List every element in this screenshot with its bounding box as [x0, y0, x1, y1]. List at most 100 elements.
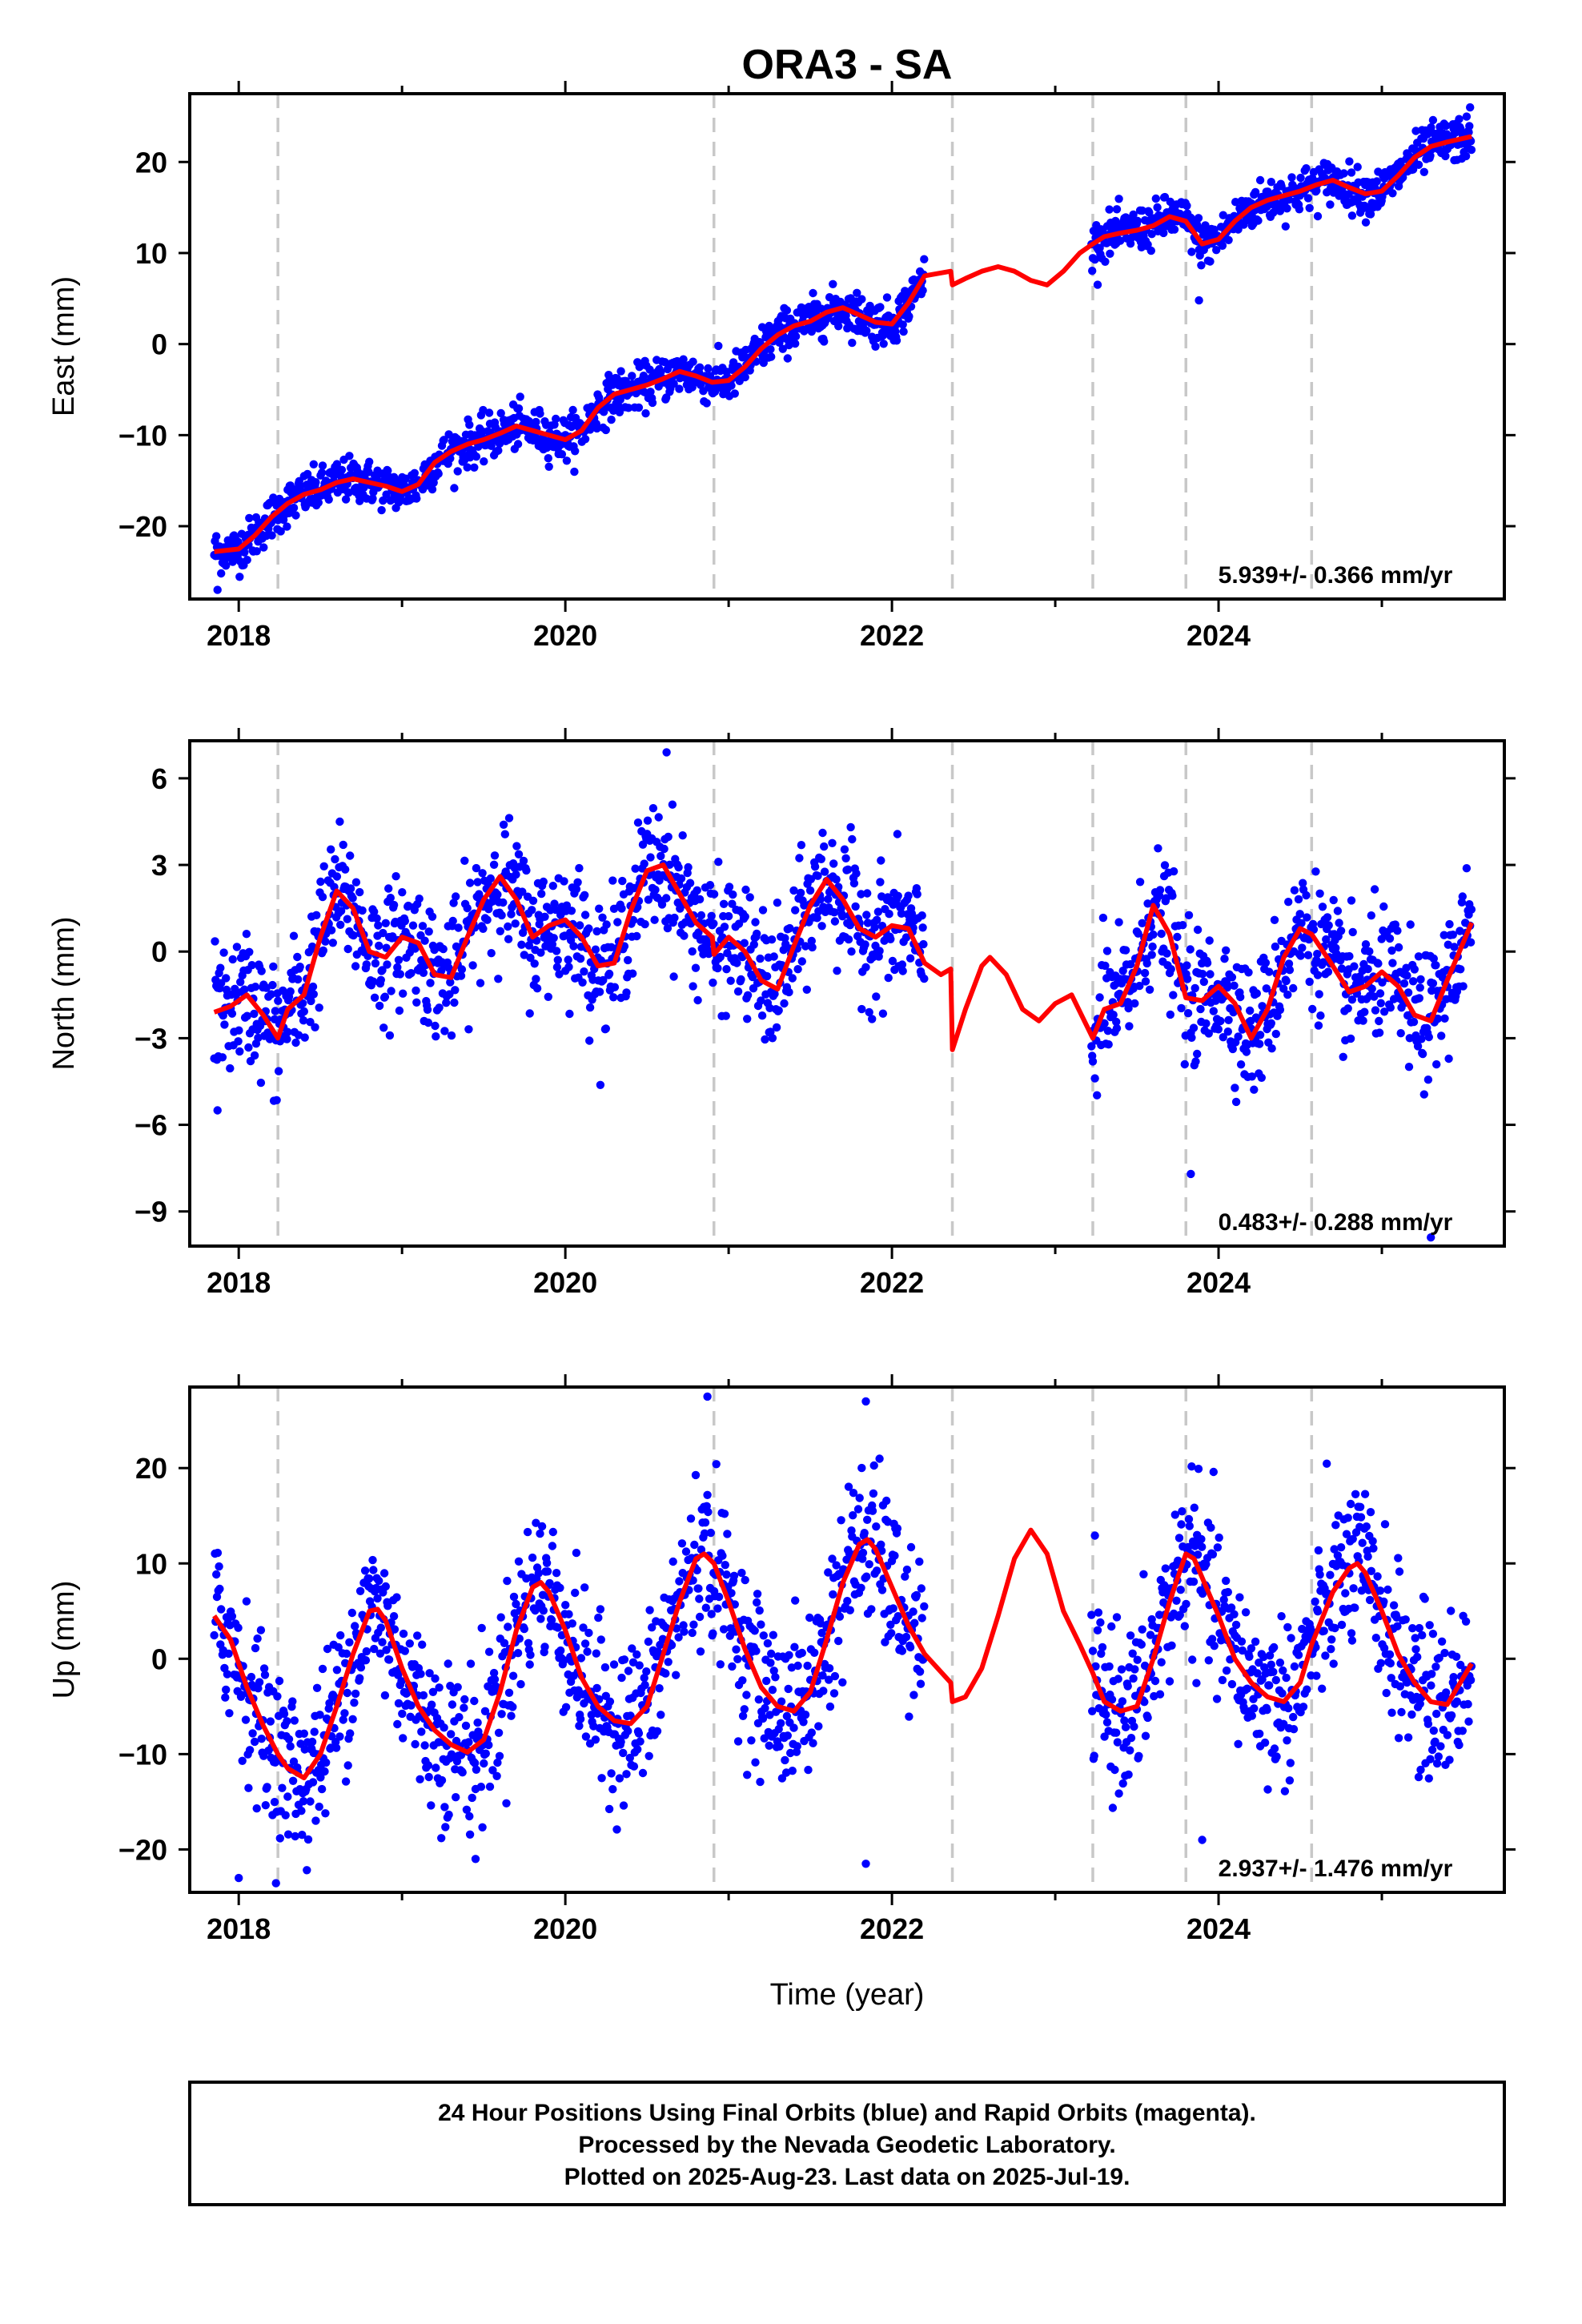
data-point	[520, 1624, 528, 1634]
data-point	[840, 845, 849, 854]
data-point	[1458, 892, 1468, 901]
data-point	[893, 830, 902, 838]
data-point	[1250, 1085, 1259, 1094]
data-point	[251, 983, 260, 991]
data-point	[1423, 1076, 1433, 1084]
plot-area	[190, 94, 1504, 599]
data-point	[453, 467, 462, 476]
data-point	[426, 979, 435, 987]
data-point	[309, 990, 318, 999]
data-point	[396, 970, 404, 979]
data-point	[1180, 1059, 1190, 1069]
data-point	[248, 1729, 257, 1738]
data-point	[283, 1717, 291, 1726]
data-point	[1095, 993, 1104, 1002]
data-point	[1197, 261, 1206, 270]
data-point	[1134, 1751, 1143, 1760]
data-point	[1382, 1688, 1391, 1698]
data-point	[1140, 968, 1150, 978]
data-point	[824, 895, 833, 904]
data-point	[1114, 1789, 1123, 1798]
y-tick-label: −3	[135, 1022, 167, 1055]
data-point	[863, 889, 872, 898]
data-point	[747, 1736, 756, 1745]
data-point	[1130, 1665, 1139, 1674]
data-point	[341, 1777, 351, 1786]
data-point	[654, 813, 663, 822]
data-point	[1351, 1490, 1360, 1499]
data-point	[1272, 1752, 1281, 1761]
data-point	[303, 469, 312, 479]
data-point	[1372, 177, 1381, 186]
data-point	[1155, 1690, 1165, 1699]
data-point	[1417, 1035, 1426, 1043]
data-point	[585, 1036, 594, 1045]
data-point	[893, 1524, 902, 1533]
data-point	[429, 478, 438, 487]
data-point	[496, 408, 505, 418]
data-point	[281, 1811, 290, 1819]
data-point	[817, 854, 825, 864]
data-point	[1209, 1467, 1219, 1477]
data-point	[1098, 1642, 1107, 1652]
data-point	[435, 1683, 444, 1692]
data-point	[494, 1728, 504, 1737]
data-point	[504, 922, 512, 931]
data-point	[398, 888, 407, 897]
data-point	[447, 1031, 456, 1040]
data-point	[351, 962, 360, 971]
data-point	[1102, 1718, 1112, 1727]
data-point	[1428, 115, 1438, 125]
rate-label: 0.483+/- 0.288 mm/yr	[1219, 1209, 1453, 1236]
data-point	[1177, 1003, 1186, 1013]
data-point	[1133, 1655, 1142, 1664]
data-point	[1443, 1731, 1452, 1739]
data-point	[463, 463, 472, 472]
data-point	[791, 339, 800, 348]
data-point	[670, 913, 679, 923]
data-point	[483, 915, 492, 924]
data-point	[819, 842, 829, 851]
data-point	[1198, 970, 1207, 979]
data-point	[1224, 235, 1233, 244]
data-point	[793, 1742, 801, 1751]
data-point	[1302, 164, 1311, 173]
data-point	[564, 963, 573, 971]
data-point	[1088, 1647, 1098, 1655]
data-point	[273, 1692, 282, 1701]
data-point	[419, 1691, 428, 1700]
data-point	[672, 1671, 681, 1679]
data-point	[1108, 1803, 1118, 1812]
data-point	[1124, 1770, 1133, 1779]
data-point	[745, 893, 754, 902]
data-point	[872, 1522, 881, 1531]
data-point	[713, 1604, 722, 1613]
data-point	[601, 1024, 610, 1033]
data-point	[351, 1622, 359, 1630]
data-point	[375, 1001, 384, 1011]
data-point	[220, 1020, 229, 1029]
data-point	[598, 913, 607, 923]
data-point	[297, 1807, 306, 1815]
data-point	[440, 436, 448, 444]
data-point	[837, 1516, 845, 1525]
data-point	[681, 1547, 691, 1556]
data-point	[1343, 1514, 1352, 1522]
data-point	[464, 1738, 473, 1747]
data-point	[697, 911, 706, 920]
data-point	[656, 851, 665, 861]
data-point	[728, 1662, 737, 1671]
data-point	[1172, 1596, 1181, 1606]
data-point	[537, 889, 546, 899]
data-point	[346, 851, 355, 860]
data-point	[1327, 1645, 1335, 1654]
data-point	[303, 1866, 311, 1875]
data-point	[920, 1602, 929, 1611]
data-point	[1432, 1059, 1441, 1069]
data-point	[343, 944, 352, 954]
data-point	[549, 934, 558, 943]
data-point	[391, 872, 400, 881]
data-point	[1280, 1787, 1290, 1795]
data-point	[580, 1583, 589, 1592]
